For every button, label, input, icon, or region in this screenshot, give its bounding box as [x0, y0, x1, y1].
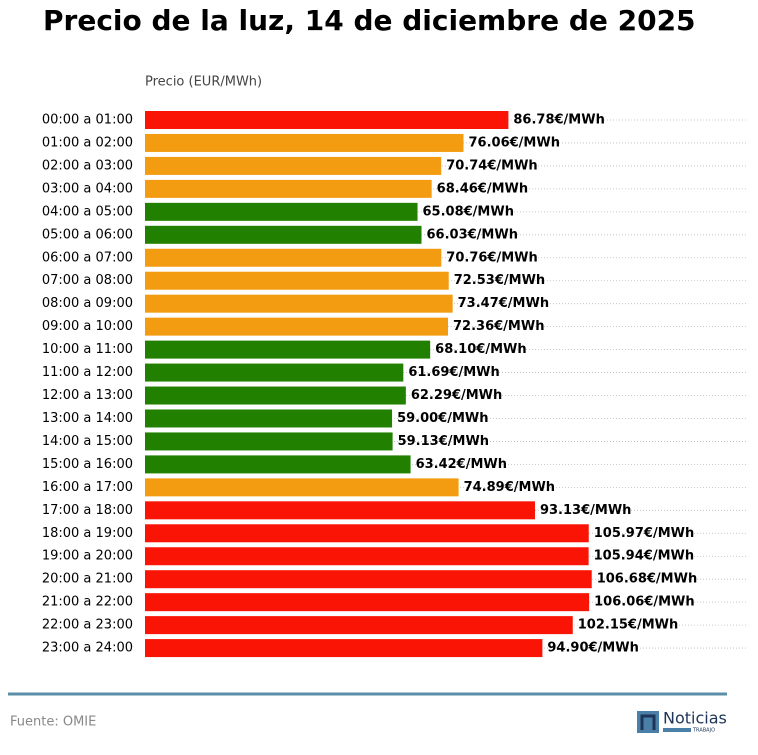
y-tick-label: 06:00 a 07:00 — [42, 250, 133, 265]
value-label: 68.46€/MWh — [437, 181, 528, 196]
logo-text: Noticias — [663, 709, 727, 728]
value-label: 105.94€/MWh — [594, 549, 695, 564]
y-tick-label: 12:00 a 13:00 — [42, 388, 133, 403]
bar — [145, 455, 411, 474]
value-label: 102.15€/MWh — [578, 618, 679, 633]
value-label: 59.00€/MWh — [397, 411, 488, 426]
source: Fuente: OMIE — [10, 715, 96, 730]
y-tick-label: 09:00 a 10:00 — [42, 319, 133, 334]
bar — [145, 317, 449, 336]
bar — [145, 570, 592, 589]
value-label: 63.42€/MWh — [416, 457, 507, 472]
bar — [145, 179, 432, 198]
bar — [145, 593, 590, 612]
y-tick-label: 07:00 a 08:00 — [42, 273, 133, 288]
bar — [145, 202, 418, 221]
bar — [145, 294, 453, 313]
value-label: 72.36€/MWh — [453, 319, 544, 334]
value-label: 65.08€/MWh — [423, 204, 514, 219]
y-tick-label: 17:00 a 18:00 — [42, 503, 133, 518]
y-tick-label: 14:00 a 15:00 — [42, 434, 133, 449]
value-label: 70.76€/MWh — [446, 250, 537, 265]
y-tick-label: 02:00 a 03:00 — [42, 158, 133, 173]
bar — [145, 225, 422, 244]
bar — [145, 409, 393, 428]
value-label: 74.89€/MWh — [464, 480, 555, 495]
logo: Noticias TRABAJO — [637, 709, 727, 734]
y-tick-label: 18:00 a 19:00 — [42, 526, 133, 541]
value-label: 93.13€/MWh — [540, 503, 631, 518]
value-label: 106.06€/MWh — [594, 595, 695, 610]
bar — [145, 156, 442, 175]
value-label: 70.74€/MWh — [446, 158, 537, 173]
y-tick-label: 15:00 a 16:00 — [42, 457, 133, 472]
value-label: 105.97€/MWh — [594, 526, 695, 541]
y-tick-label: 16:00 a 17:00 — [42, 480, 133, 495]
logo-bar — [663, 728, 691, 732]
axis-label: Precio (EUR/MWh) — [145, 75, 262, 90]
y-tick-label: 13:00 a 14:00 — [42, 411, 133, 426]
bar — [145, 271, 449, 290]
value-label: 61.69€/MWh — [408, 365, 499, 380]
value-label: 68.10€/MWh — [435, 342, 526, 357]
value-label: 66.03€/MWh — [427, 227, 518, 242]
value-label: 72.53€/MWh — [454, 273, 545, 288]
bar — [145, 478, 459, 497]
y-tick-label: 01:00 a 02:00 — [42, 135, 133, 150]
y-tick-label: 03:00 a 04:00 — [42, 181, 133, 196]
bar — [145, 432, 393, 451]
y-tick-label: 19:00 a 20:00 — [42, 549, 133, 564]
y-tick-label: 20:00 a 21:00 — [42, 572, 133, 587]
value-label: 59.13€/MWh — [398, 434, 489, 449]
bar — [145, 547, 589, 566]
bar — [145, 111, 509, 129]
y-tick-label: 04:00 a 05:00 — [42, 204, 133, 219]
bar — [145, 386, 406, 405]
value-label: 86.78€/MWh — [513, 113, 604, 128]
y-tick-label: 11:00 a 12:00 — [42, 365, 133, 380]
y-tick-label: 22:00 a 23:00 — [42, 618, 133, 633]
bar — [145, 639, 543, 658]
bar — [145, 501, 535, 520]
y-tick-label: 10:00 a 11:00 — [42, 342, 133, 357]
logo-icon — [637, 711, 659, 733]
logo-sub: TRABAJO — [692, 728, 715, 734]
value-label: 106.68€/MWh — [597, 572, 698, 587]
value-label: 73.47€/MWh — [458, 296, 549, 311]
value-label: 62.29€/MWh — [411, 388, 502, 403]
bar — [145, 524, 589, 543]
value-label: 76.06€/MWh — [469, 135, 560, 150]
bar — [145, 616, 573, 635]
bar — [145, 340, 431, 359]
y-tick-label: 08:00 a 09:00 — [42, 296, 133, 311]
bar — [145, 248, 442, 267]
bar — [145, 363, 404, 382]
y-tick-label: 05:00 a 06:00 — [42, 227, 133, 242]
bar — [145, 133, 464, 152]
y-tick-label: 23:00 a 24:00 — [42, 641, 133, 656]
logo-glyph — [640, 714, 656, 730]
value-label: 94.90€/MWh — [547, 641, 638, 656]
y-tick-label: 00:00 a 01:00 — [42, 113, 133, 128]
chart-title: Precio de la luz, 14 de diciembre de 202… — [43, 4, 696, 37]
y-tick-label: 21:00 a 22:00 — [42, 595, 133, 610]
